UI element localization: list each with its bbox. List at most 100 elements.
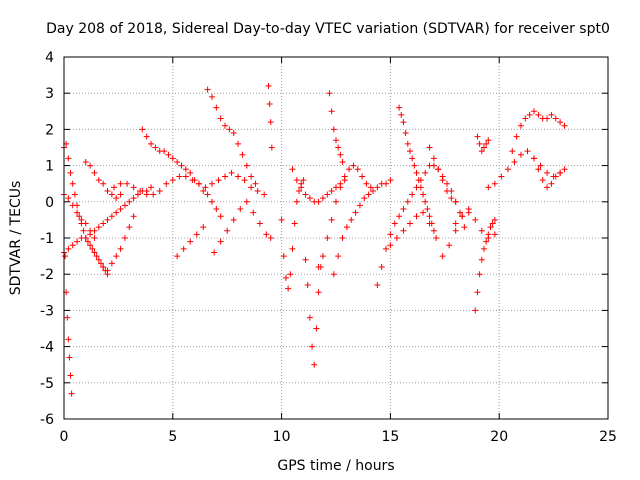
data-point: [169, 155, 176, 162]
data-point: [280, 253, 287, 260]
data-point: [406, 148, 413, 155]
data-point: [265, 82, 272, 89]
data-point: [213, 104, 220, 111]
series-arc-06: [100, 213, 137, 274]
data-point: [393, 235, 400, 241]
data-point: [476, 271, 483, 278]
series-arc-24: [474, 133, 492, 155]
data-point: [341, 173, 348, 180]
data-point: [306, 195, 313, 202]
data-point: [324, 191, 331, 198]
x-tick-label: 10: [273, 429, 291, 445]
data-point: [544, 184, 551, 191]
series-arc-17: [326, 90, 346, 165]
data-point: [531, 155, 538, 162]
data-point: [498, 173, 505, 180]
data-point: [267, 119, 274, 126]
x-tick-label: 25: [599, 429, 617, 445]
data-point: [426, 144, 433, 151]
data-point: [396, 104, 403, 111]
data-point: [148, 184, 155, 191]
data-point: [65, 336, 72, 343]
data-point: [228, 169, 235, 176]
series-arc-26: [509, 108, 568, 155]
data-point: [143, 191, 150, 198]
data-point: [278, 216, 285, 223]
data-point: [522, 115, 529, 122]
data-point: [165, 151, 172, 158]
data-point: [417, 184, 424, 191]
data-point: [76, 213, 83, 220]
series-arc-19: [374, 162, 459, 289]
data-point: [87, 231, 94, 238]
series-arc-04: [61, 184, 155, 256]
data-point: [352, 209, 359, 216]
data-point: [404, 198, 411, 205]
data-point: [230, 130, 237, 137]
data-point: [217, 213, 224, 220]
data-point: [420, 209, 427, 216]
data-point: [367, 184, 374, 191]
data-point: [267, 235, 274, 241]
axis-ticks: 0 5 10 15 20 25 -6 -5 -4 -3 -2 -1 0 1 2 3 4: [40, 50, 617, 445]
data-point: [200, 187, 207, 194]
data-point: [64, 314, 71, 321]
series-arc-22: [426, 144, 468, 231]
data-point: [539, 177, 546, 184]
data-point: [561, 122, 568, 129]
data-point: [217, 115, 224, 122]
data-point: [80, 227, 87, 234]
data-point: [235, 173, 242, 180]
data-point: [446, 242, 453, 249]
data-point: [243, 198, 250, 205]
data-point: [424, 206, 431, 213]
data-point: [387, 231, 394, 238]
data-point: [537, 162, 544, 169]
data-point: [65, 155, 72, 162]
data-point: [126, 224, 133, 231]
series-arc-09: [174, 224, 207, 260]
data-point: [411, 162, 418, 169]
data-point: [87, 162, 94, 169]
data-point: [148, 140, 155, 147]
data-point: [350, 162, 357, 169]
data-point: [74, 209, 81, 216]
data-point: [319, 253, 326, 260]
data-point: [124, 180, 131, 187]
y-tick-label: -1: [40, 231, 54, 247]
data-point: [111, 184, 118, 191]
data-point: [504, 166, 511, 173]
data-point: [356, 202, 363, 209]
data-point: [130, 184, 137, 191]
data-point: [293, 177, 300, 184]
data-point: [472, 216, 479, 223]
data-point: [91, 249, 98, 256]
data-point: [150, 191, 157, 198]
data-point: [113, 209, 120, 216]
data-point: [383, 245, 390, 252]
data-point: [289, 166, 296, 173]
data-point: [337, 151, 344, 158]
data-point: [298, 184, 305, 191]
data-point: [187, 238, 194, 245]
data-point: [448, 195, 455, 202]
data-point: [100, 263, 107, 270]
data-point: [248, 173, 255, 180]
series-arc-25: [485, 148, 568, 191]
data-point: [335, 253, 342, 260]
data-point: [387, 242, 394, 249]
data-point: [315, 289, 322, 296]
data-point: [483, 140, 490, 147]
data-point: [224, 227, 231, 234]
data-point: [69, 242, 76, 249]
data-point: [104, 187, 111, 194]
data-point: [104, 216, 111, 223]
data-point: [548, 180, 555, 187]
data-point: [178, 162, 185, 169]
data-point: [113, 253, 120, 260]
series-arc-12: [265, 82, 275, 151]
data-point: [378, 263, 385, 270]
data-point: [531, 108, 538, 115]
data-point: [222, 173, 229, 180]
